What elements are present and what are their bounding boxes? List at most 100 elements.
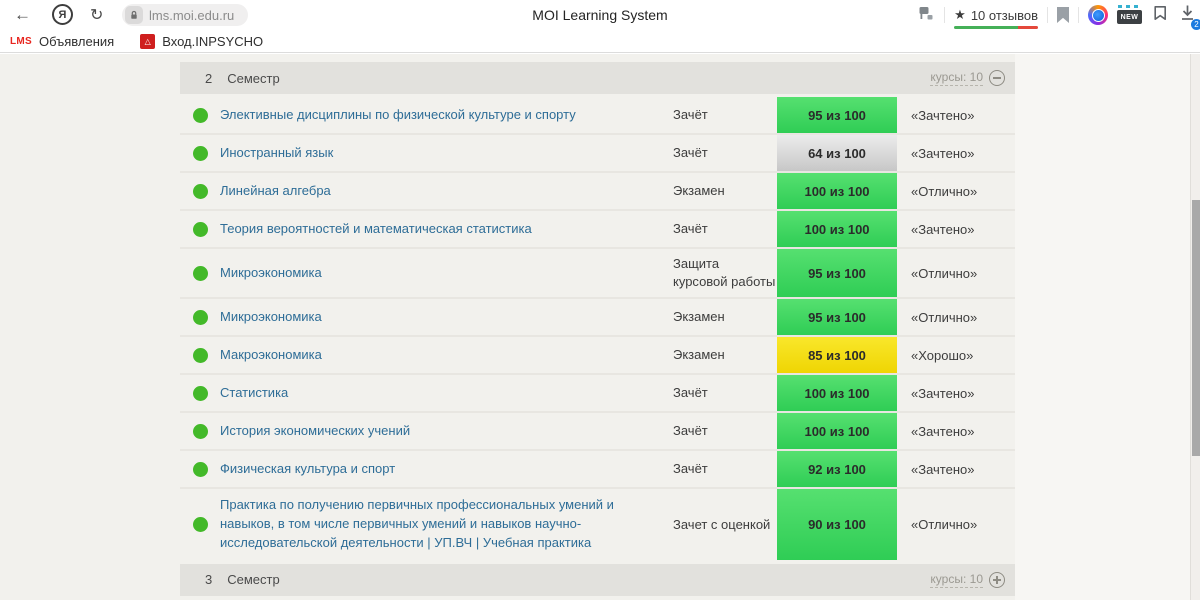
course-status-dot: [193, 461, 208, 477]
score-badge: 95 из 100: [777, 97, 897, 133]
grade-text: «Зачтено»: [911, 461, 975, 477]
course-status-dot: [193, 347, 208, 363]
lms-page: 2 Семестр курсы: 10 Элективные дисциплин…: [0, 54, 1200, 600]
score-badge: 100 из 100: [777, 211, 897, 247]
course-link[interactable]: История экономических учений: [220, 422, 411, 438]
protect-icon[interactable]: [917, 4, 935, 27]
star-icon: ★: [954, 7, 966, 22]
course-status-dot: [193, 423, 208, 439]
page-title: MOI Learning System: [532, 7, 668, 23]
course-table: Элективные дисциплины по физической куль…: [180, 97, 1015, 560]
status-dot-cell: [180, 461, 220, 477]
grade-text: «Отлично»: [911, 309, 978, 325]
collapse-minus-icon[interactable]: [989, 70, 1005, 86]
inpsycho-favicon: △: [140, 33, 156, 49]
extension-browser-icon[interactable]: [1088, 5, 1108, 25]
status-dot-cell: [180, 145, 220, 161]
vertical-scrollbar[interactable]: [1190, 54, 1200, 600]
course-status-dot: [193, 517, 208, 533]
semester-2-header: 2 Семестр курсы: 10: [180, 62, 1015, 94]
course-link[interactable]: Микроэкономика: [220, 308, 322, 324]
grades-content: 2 Семестр курсы: 10 Элективные дисциплин…: [180, 62, 1015, 596]
exam-type: Зачёт: [673, 423, 708, 439]
course-status-dot: [193, 221, 208, 237]
grade-text: «Отлично»: [911, 265, 978, 281]
score-badge: 92 из 100: [777, 451, 897, 488]
course-status-dot: [193, 385, 208, 401]
table-row: Элективные дисциплины по физической куль…: [180, 97, 1015, 135]
address-bar[interactable]: lms.moi.edu.ru: [122, 4, 248, 26]
course-status-dot: [193, 309, 208, 325]
exam-type: Зачёт: [673, 385, 708, 401]
course-link[interactable]: Физическая культура и спорт: [220, 460, 396, 476]
bookmarks-bar: LMS Объявления △ Вход.INPSYCHO: [0, 30, 1200, 53]
grade-text: «Зачтено»: [911, 423, 975, 439]
table-row: История экономических учений Зачёт 100 и…: [180, 413, 1015, 452]
yandex-icon[interactable]: Я: [52, 4, 73, 25]
score-badge: 100 из 100: [777, 413, 897, 450]
course-link[interactable]: Иностранный язык: [220, 144, 334, 160]
exam-type: Зачет с оценкой: [673, 516, 771, 532]
bookmark-icon[interactable]: [1057, 7, 1069, 23]
exam-type: Экзамен: [673, 347, 725, 363]
separator: [1078, 7, 1079, 23]
score-badge: 64 из 100: [777, 135, 897, 171]
refresh-icon[interactable]: ↻: [90, 7, 104, 24]
semester-label: Семестр: [227, 572, 280, 588]
separator: [944, 7, 946, 23]
grade-text: «Зачтено»: [911, 221, 975, 237]
course-status-dot: [193, 145, 208, 161]
status-dot-cell: [180, 309, 220, 325]
bookmark-item-announcements[interactable]: LMS Объявления: [10, 34, 114, 49]
table-row: Линейная алгебра Экзамен 100 из 100 «Отл…: [180, 173, 1015, 211]
expand-plus-icon[interactable]: [989, 571, 1005, 588]
exam-type: Защита курсовой работы: [673, 256, 776, 290]
reviews-count-label: 10 отзывов: [970, 7, 1038, 23]
status-dot-cell: [180, 423, 220, 439]
semester-3-courses-link[interactable]: курсы: 10: [930, 571, 983, 588]
course-link[interactable]: Практика по получению первичных професси…: [220, 497, 614, 551]
status-dot-cell: [180, 517, 220, 533]
back-icon[interactable]: ←: [14, 5, 31, 24]
new-extension-icon[interactable]: NEW: [1117, 5, 1142, 24]
exam-type: Зачёт: [673, 144, 708, 160]
course-link[interactable]: Линейная алгебра: [220, 182, 331, 198]
table-row: Микроэкономика Защита курсовой работы 95…: [180, 249, 1015, 300]
download-count-badge: 2: [1191, 19, 1200, 30]
grade-text: «Отлично»: [911, 517, 978, 533]
scrollbar-thumb[interactable]: [1192, 200, 1200, 456]
downloads-icon[interactable]: 2: [1178, 3, 1200, 30]
table-row: Практика по получению первичных професси…: [180, 489, 1015, 560]
lms-favicon: LMS: [10, 35, 33, 47]
status-dot-cell: [180, 221, 220, 237]
exam-type: Зачёт: [673, 106, 708, 122]
exam-type: Экзамен: [673, 309, 725, 325]
status-dot-cell: [180, 107, 220, 123]
table-row: Статистика Зачёт 100 из 100 «Зачтено»: [180, 375, 1015, 414]
score-badge: 95 из 100: [777, 249, 897, 298]
score-badge: 95 из 100: [777, 299, 897, 336]
exam-type: Экзамен: [673, 182, 725, 198]
grade-text: «Зачтено»: [911, 385, 975, 401]
bookmark-label: Объявления: [39, 33, 115, 49]
course-status-dot: [193, 107, 208, 123]
semester-3-header: 3 Семестр курсы: 10: [180, 563, 1015, 596]
status-dot-cell: [180, 385, 220, 401]
course-link[interactable]: Статистика: [220, 384, 289, 400]
table-row: Теория вероятностей и математическая ста…: [180, 211, 1015, 249]
exam-type: Зачёт: [673, 220, 708, 236]
status-dot-cell: [180, 183, 220, 199]
course-link[interactable]: Теория вероятностей и математическая ста…: [220, 220, 532, 236]
course-link[interactable]: Элективные дисциплины по физической куль…: [220, 106, 576, 122]
collections-icon[interactable]: [1151, 4, 1169, 27]
score-badge: 100 из 100: [777, 173, 897, 209]
reviews-rating-button[interactable]: ★ 10 отзывов: [954, 7, 1038, 29]
course-link[interactable]: Микроэкономика: [220, 264, 322, 280]
course-status-dot: [193, 183, 208, 199]
course-link[interactable]: Макроэкономика: [220, 346, 322, 362]
bookmark-item-inpsycho[interactable]: △ Вход.INPSYCHO: [140, 33, 263, 49]
grade-text: «Отлично»: [911, 183, 978, 199]
semester-2-courses-link[interactable]: курсы: 10: [930, 70, 983, 86]
lock-icon[interactable]: [125, 6, 143, 24]
table-row: Физическая культура и спорт Зачёт 92 из …: [180, 451, 1015, 490]
